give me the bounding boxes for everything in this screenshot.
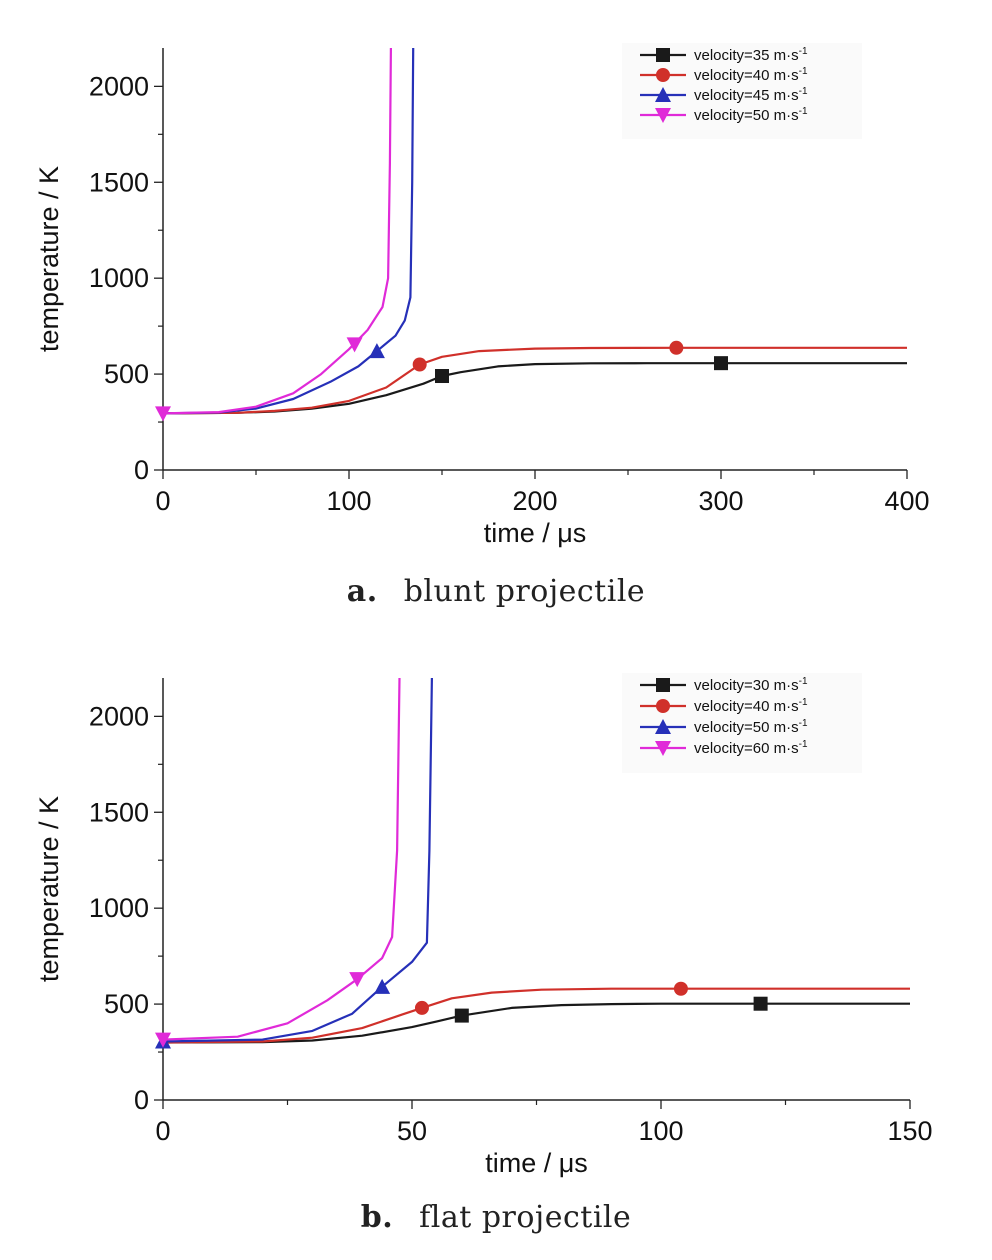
chart-panel-b: 0 50 100 150 0 500 1000 1500 2000 time / μs temper… <box>0 630 992 1190</box>
series-marker-a-0 <box>435 369 449 384</box>
series-marker-b-3 <box>349 972 366 988</box>
series-marker-b-0 <box>753 996 768 1011</box>
legend-marker-b-2 <box>655 719 671 734</box>
y-tick-label-a: 500 <box>104 359 149 389</box>
series-marker-a-3 <box>346 337 363 353</box>
chart-panel-a: 0 100 200 300 400 0 500 1000 1500 2000 time / μs te… <box>0 0 992 560</box>
y-tick-label-a: 1500 <box>89 167 149 197</box>
legend-marker-b-3 <box>655 741 671 756</box>
x-tick-label-a: 300 <box>698 486 743 516</box>
caption-b-text: flat projectile <box>419 1200 632 1235</box>
series-marker-a-3 <box>155 406 171 422</box>
legend-marker-a-1 <box>656 68 670 82</box>
y-axis-title-a: temperature / K <box>34 166 64 352</box>
y-tick-label-b: 1500 <box>89 797 149 827</box>
x-tick-label-b: 0 <box>155 1116 170 1146</box>
y-tick-label-b: 0 <box>134 1085 149 1115</box>
caption-b-letter: b. <box>360 1200 394 1235</box>
x-tick-label-b: 50 <box>397 1116 427 1146</box>
x-tick-label-b: 150 <box>887 1116 932 1146</box>
legend-marker-a-3 <box>655 108 671 123</box>
series-marker-a-1 <box>412 357 427 372</box>
legend-marker-a-2 <box>655 87 671 102</box>
legend-marker-a-0 <box>656 48 670 62</box>
series-marker-b-0 <box>454 1008 469 1023</box>
legend-label-b-3: velocity=60 m·s-1 <box>694 739 808 757</box>
y-tick-label-b: 1000 <box>89 893 149 923</box>
series-marker-b-1 <box>673 981 688 996</box>
legend-label-b-2: velocity=50 m·s-1 <box>694 718 808 736</box>
legend-marker-b-0 <box>656 678 670 692</box>
y-tick-label-a: 1000 <box>89 263 149 293</box>
series-line-b-3 <box>162 677 401 1041</box>
legend-label-a-1: velocity=40 m·s-1 <box>694 66 808 84</box>
legend-label-a-0: velocity=35 m·s-1 <box>694 46 808 64</box>
caption-a-letter: a. <box>346 574 378 609</box>
y-tick-label-b: 2000 <box>89 701 149 731</box>
legend-label-b-1: velocity=40 m·s-1 <box>694 697 808 715</box>
series-line-b-2 <box>162 677 433 1043</box>
y-tick-label-b: 500 <box>104 989 149 1019</box>
caption-b: b. flat projectile <box>0 1200 992 1235</box>
x-tick-label-a: 100 <box>326 486 371 516</box>
series-marker-b-2 <box>374 978 391 994</box>
y-tick-label-a: 0 <box>134 455 149 485</box>
y-axis-title-b: temperature / K <box>34 796 64 982</box>
x-tick-label-a: 200 <box>512 486 557 516</box>
legend-label-b-0: velocity=30 m·s-1 <box>694 676 808 694</box>
series-line-a-2 <box>162 47 415 415</box>
caption-a-text: blunt projectile <box>403 574 646 609</box>
series-marker-b-1 <box>414 1000 429 1015</box>
series-marker-a-1 <box>669 340 684 355</box>
x-tick-label-a: 0 <box>155 486 170 516</box>
series-marker-a-2 <box>368 343 385 359</box>
chart-a: 0 100 200 300 400 0 500 1000 1500 2000 time / μs te… <box>34 43 930 548</box>
series-line-b-1 <box>162 987 910 1044</box>
legend-label-a-3: velocity=50 m·s-1 <box>694 106 808 124</box>
legend-label-a-2: velocity=45 m·s-1 <box>694 86 808 104</box>
x-tick-label-b: 100 <box>638 1116 683 1146</box>
series-line-a-3 <box>162 47 392 415</box>
x-axis-title-a: time / μs <box>484 518 587 548</box>
legend-marker-b-1 <box>656 699 670 713</box>
x-tick-label-a: 400 <box>884 486 929 516</box>
series-line-a-0 <box>162 362 907 415</box>
y-tick-label-a: 2000 <box>89 71 149 101</box>
series-marker-b-3 <box>155 1032 171 1048</box>
x-axis-title-b: time / μs <box>485 1148 588 1178</box>
series-marker-a-0 <box>714 356 728 371</box>
caption-a: a. blunt projectile <box>0 574 992 609</box>
